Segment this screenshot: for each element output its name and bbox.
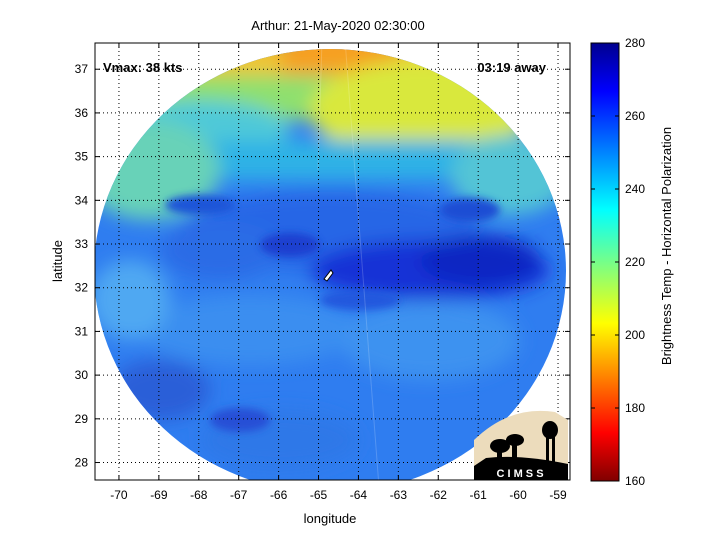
vmax-label: Vmax: 38 kts — [103, 60, 183, 75]
cimss-logo-text: C I M S S — [496, 468, 543, 480]
colorbar-label: Brightness Temp - Horizontal Polarizatio… — [659, 127, 674, 365]
x-tick-label: -60 — [509, 488, 527, 502]
x-ticks: -70 -69 -68 -67 -66 -65 -64 -63 -62 -61 -60 -59 — [110, 43, 567, 502]
colorbar-tick-label: 160 — [625, 474, 645, 488]
y-tick-label: 28 — [75, 456, 89, 470]
colorbar-tick-label: 220 — [625, 255, 645, 269]
y-tick-label: 33 — [75, 237, 89, 251]
grid — [95, 43, 570, 480]
cimss-logo: C I M S S — [474, 410, 568, 480]
x-tick-label: -62 — [430, 488, 448, 502]
x-tick-label: -63 — [390, 488, 408, 502]
y-axis-label: latitude — [50, 240, 65, 282]
plot-axes-box — [94, 42, 571, 481]
x-tick-label: -59 — [549, 488, 567, 502]
y-tick-label: 34 — [75, 193, 89, 207]
x-tick-label: -69 — [150, 488, 168, 502]
x-tick-label: -70 — [110, 488, 128, 502]
x-tick-label: -67 — [230, 488, 248, 502]
y-ticks: 28 29 30 31 32 33 34 35 36 37 — [75, 62, 570, 470]
colorbar-tick-label: 260 — [625, 109, 645, 123]
x-axis-label: longitude — [304, 511, 357, 526]
colorbar-tick-label: 240 — [625, 182, 645, 196]
x-tick-label: -68 — [190, 488, 208, 502]
chart-title: Arthur: 21-May-2020 02:30:00 — [251, 18, 424, 33]
colorbar: 160 180 200 220 240 260 280 Brightness Temp - … — [590, 36, 674, 488]
time-away-label: 03:19 away — [477, 60, 546, 75]
y-tick-label: 36 — [75, 106, 89, 120]
colorbar-tick-label: 200 — [625, 328, 645, 342]
y-tick-label: 31 — [75, 324, 89, 338]
colorbar-ticks: 160 180 200 220 240 260 280 — [591, 36, 645, 488]
colorbar-tick-label: 180 — [625, 401, 645, 415]
y-tick-label: 29 — [75, 412, 89, 426]
y-tick-label: 37 — [75, 62, 89, 76]
x-tick-label: -65 — [310, 488, 328, 502]
colorbar-tick-label: 280 — [625, 36, 645, 50]
y-tick-label: 35 — [75, 150, 89, 164]
x-tick-label: -61 — [470, 488, 488, 502]
storm-center-marker — [323, 269, 334, 282]
y-tick-label: 30 — [75, 368, 89, 382]
x-tick-label: -64 — [350, 488, 368, 502]
x-tick-label: -66 — [270, 488, 288, 502]
colorbar-gradient — [590, 42, 620, 482]
y-tick-label: 32 — [75, 281, 89, 295]
